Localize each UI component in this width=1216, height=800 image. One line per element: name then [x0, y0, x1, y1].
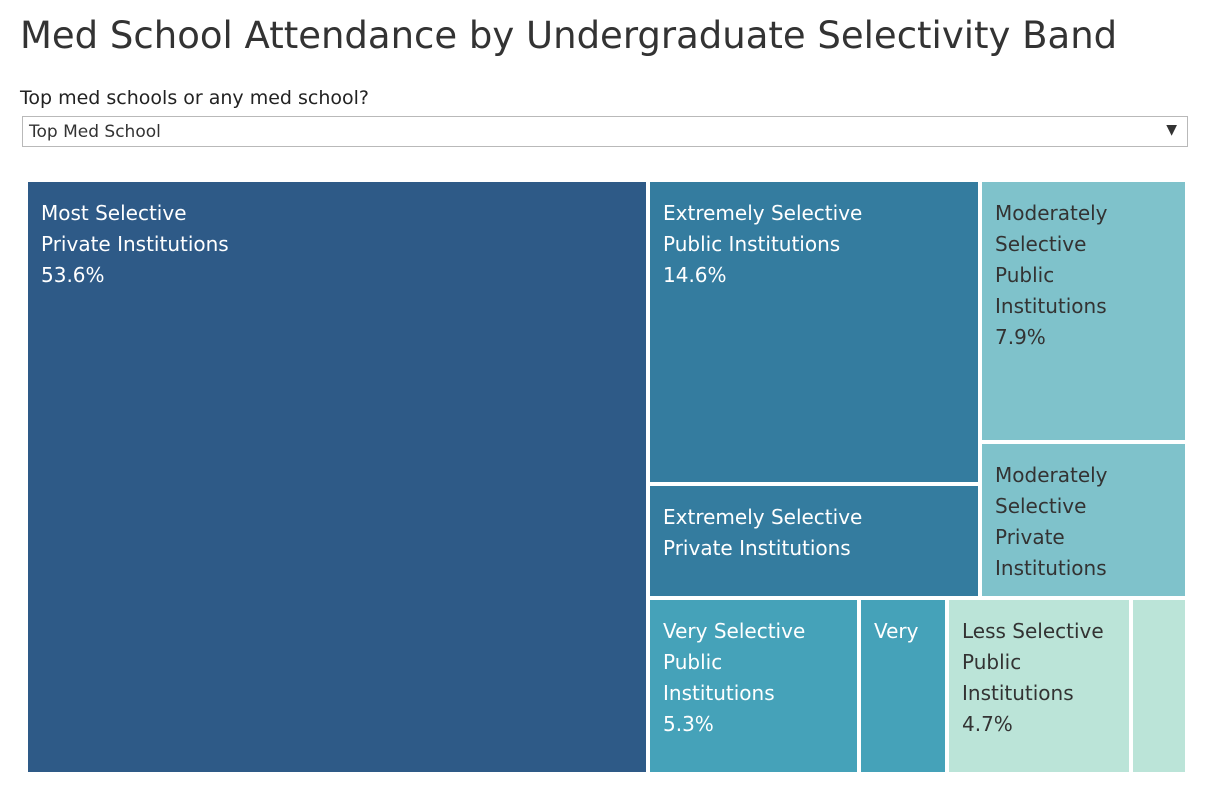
- tile-text: Less Selective Public Institutions 4.7%: [962, 616, 1104, 740]
- treemap-chart: Most Selective Private Institutions 53.6%…: [28, 182, 1187, 772]
- page-title: Med School Attendance by Undergraduate S…: [20, 14, 1118, 57]
- treemap-tile-most-selective-private[interactable]: Most Selective Private Institutions 53.6%: [28, 182, 646, 772]
- treemap-tile-moderately-selective-private[interactable]: Moderately Selective Private Institution…: [982, 444, 1185, 596]
- tile-value-label: 14.6%: [663, 263, 727, 287]
- treemap-tile-less-selective-public[interactable]: Less Selective Public Institutions 4.7%: [949, 600, 1129, 772]
- tile-text: Moderately Selective Public Institutions…: [995, 198, 1108, 353]
- tile-label: Less Selective Public Institutions: [962, 619, 1104, 705]
- treemap-tile-very-selective-public[interactable]: Very Selective Public Institutions 5.3%: [650, 600, 857, 772]
- tile-label: Extremely Selective Public Institutions: [663, 201, 863, 256]
- tile-value-label: 5.3%: [663, 712, 714, 736]
- tile-label: Most Selective Private Institutions: [41, 201, 229, 256]
- tile-value-label: 53.6%: [41, 263, 105, 287]
- tile-text: Extremely Selective Public Institutions 1…: [663, 198, 862, 291]
- treemap-tile-extremely-selective-public[interactable]: Extremely Selective Public Institutions 1…: [650, 182, 978, 482]
- tile-value-label: 4.7%: [962, 712, 1013, 736]
- tile-text: Most Selective Private Institutions 53.6%: [41, 198, 229, 291]
- tile-label: Moderately Selective Private Institution…: [995, 463, 1108, 580]
- treemap-tile-extremely-selective-private[interactable]: Extremely Selective Private Institutions: [650, 486, 978, 596]
- tile-text: Extremely Selective Private Institutions: [663, 502, 862, 564]
- filter-label: Top med schools or any med school?: [20, 87, 369, 109]
- tile-label: Moderately Selective Public Institutions: [995, 201, 1108, 318]
- treemap-tile-moderately-selective-public[interactable]: Moderately Selective Public Institutions…: [982, 182, 1185, 440]
- dropdown-selected-value: Top Med School: [29, 122, 161, 142]
- tile-value-label: 7.9%: [995, 325, 1046, 349]
- treemap-tile-less-selective-private[interactable]: [1133, 600, 1185, 772]
- chevron-down-icon: ▼: [1166, 122, 1177, 138]
- med-school-filter-dropdown[interactable]: Top Med School ▼: [22, 116, 1188, 147]
- tile-label: Extremely Selective Private Institutions: [663, 505, 863, 560]
- treemap-tile-very-selective-private[interactable]: Very: [861, 600, 945, 772]
- tile-label: Very: [874, 619, 919, 643]
- tile-text: Moderately Selective Private Institution…: [995, 460, 1108, 584]
- tile-text: Very Selective Public Institutions 5.3%: [663, 616, 805, 740]
- tile-text: Very: [874, 616, 919, 647]
- tile-label: Very Selective Public Institutions: [663, 619, 806, 705]
